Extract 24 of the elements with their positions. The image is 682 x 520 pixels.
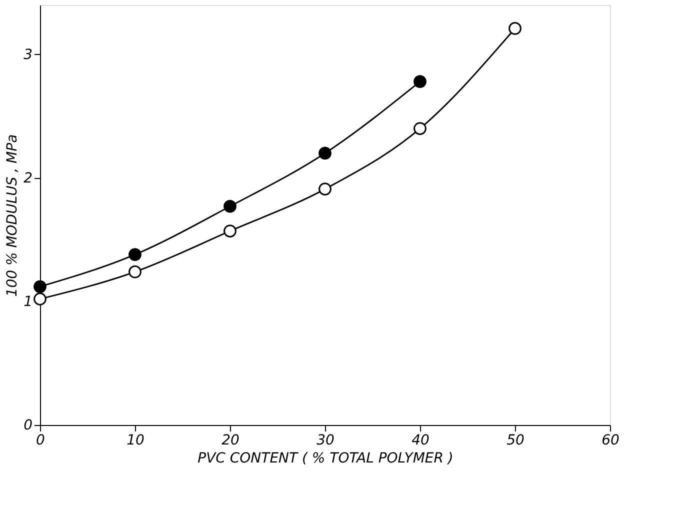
point <box>34 292 46 306</box>
point <box>318 182 332 196</box>
point <box>128 265 142 278</box>
x-tick-label: 20 <box>222 432 240 448</box>
point <box>224 224 236 238</box>
y-tick-label: 1 <box>24 294 32 310</box>
y-tick-label: 3 <box>24 46 32 63</box>
point <box>318 146 332 160</box>
x-tick-label: 10 <box>126 432 144 448</box>
y-tick-label: 2 <box>24 170 33 186</box>
point <box>414 122 426 135</box>
point <box>508 22 522 35</box>
y-axis-title: 100 % MODULUS , MPa <box>4 134 21 297</box>
point <box>414 75 426 88</box>
x-tick-label: 30 <box>316 432 334 448</box>
x-axis-title: PVC CONTENT ( % TOTAL POLYMER ) <box>198 450 454 466</box>
point <box>224 200 236 213</box>
x-tick-label: 60 <box>602 432 620 448</box>
point <box>34 280 46 294</box>
y-tick-label: 0 <box>24 418 33 434</box>
point <box>128 248 142 261</box>
x-tick-label: 50 <box>506 432 524 448</box>
x-tick-label: 0 <box>36 432 46 448</box>
x-tick-label: 40 <box>412 432 430 448</box>
